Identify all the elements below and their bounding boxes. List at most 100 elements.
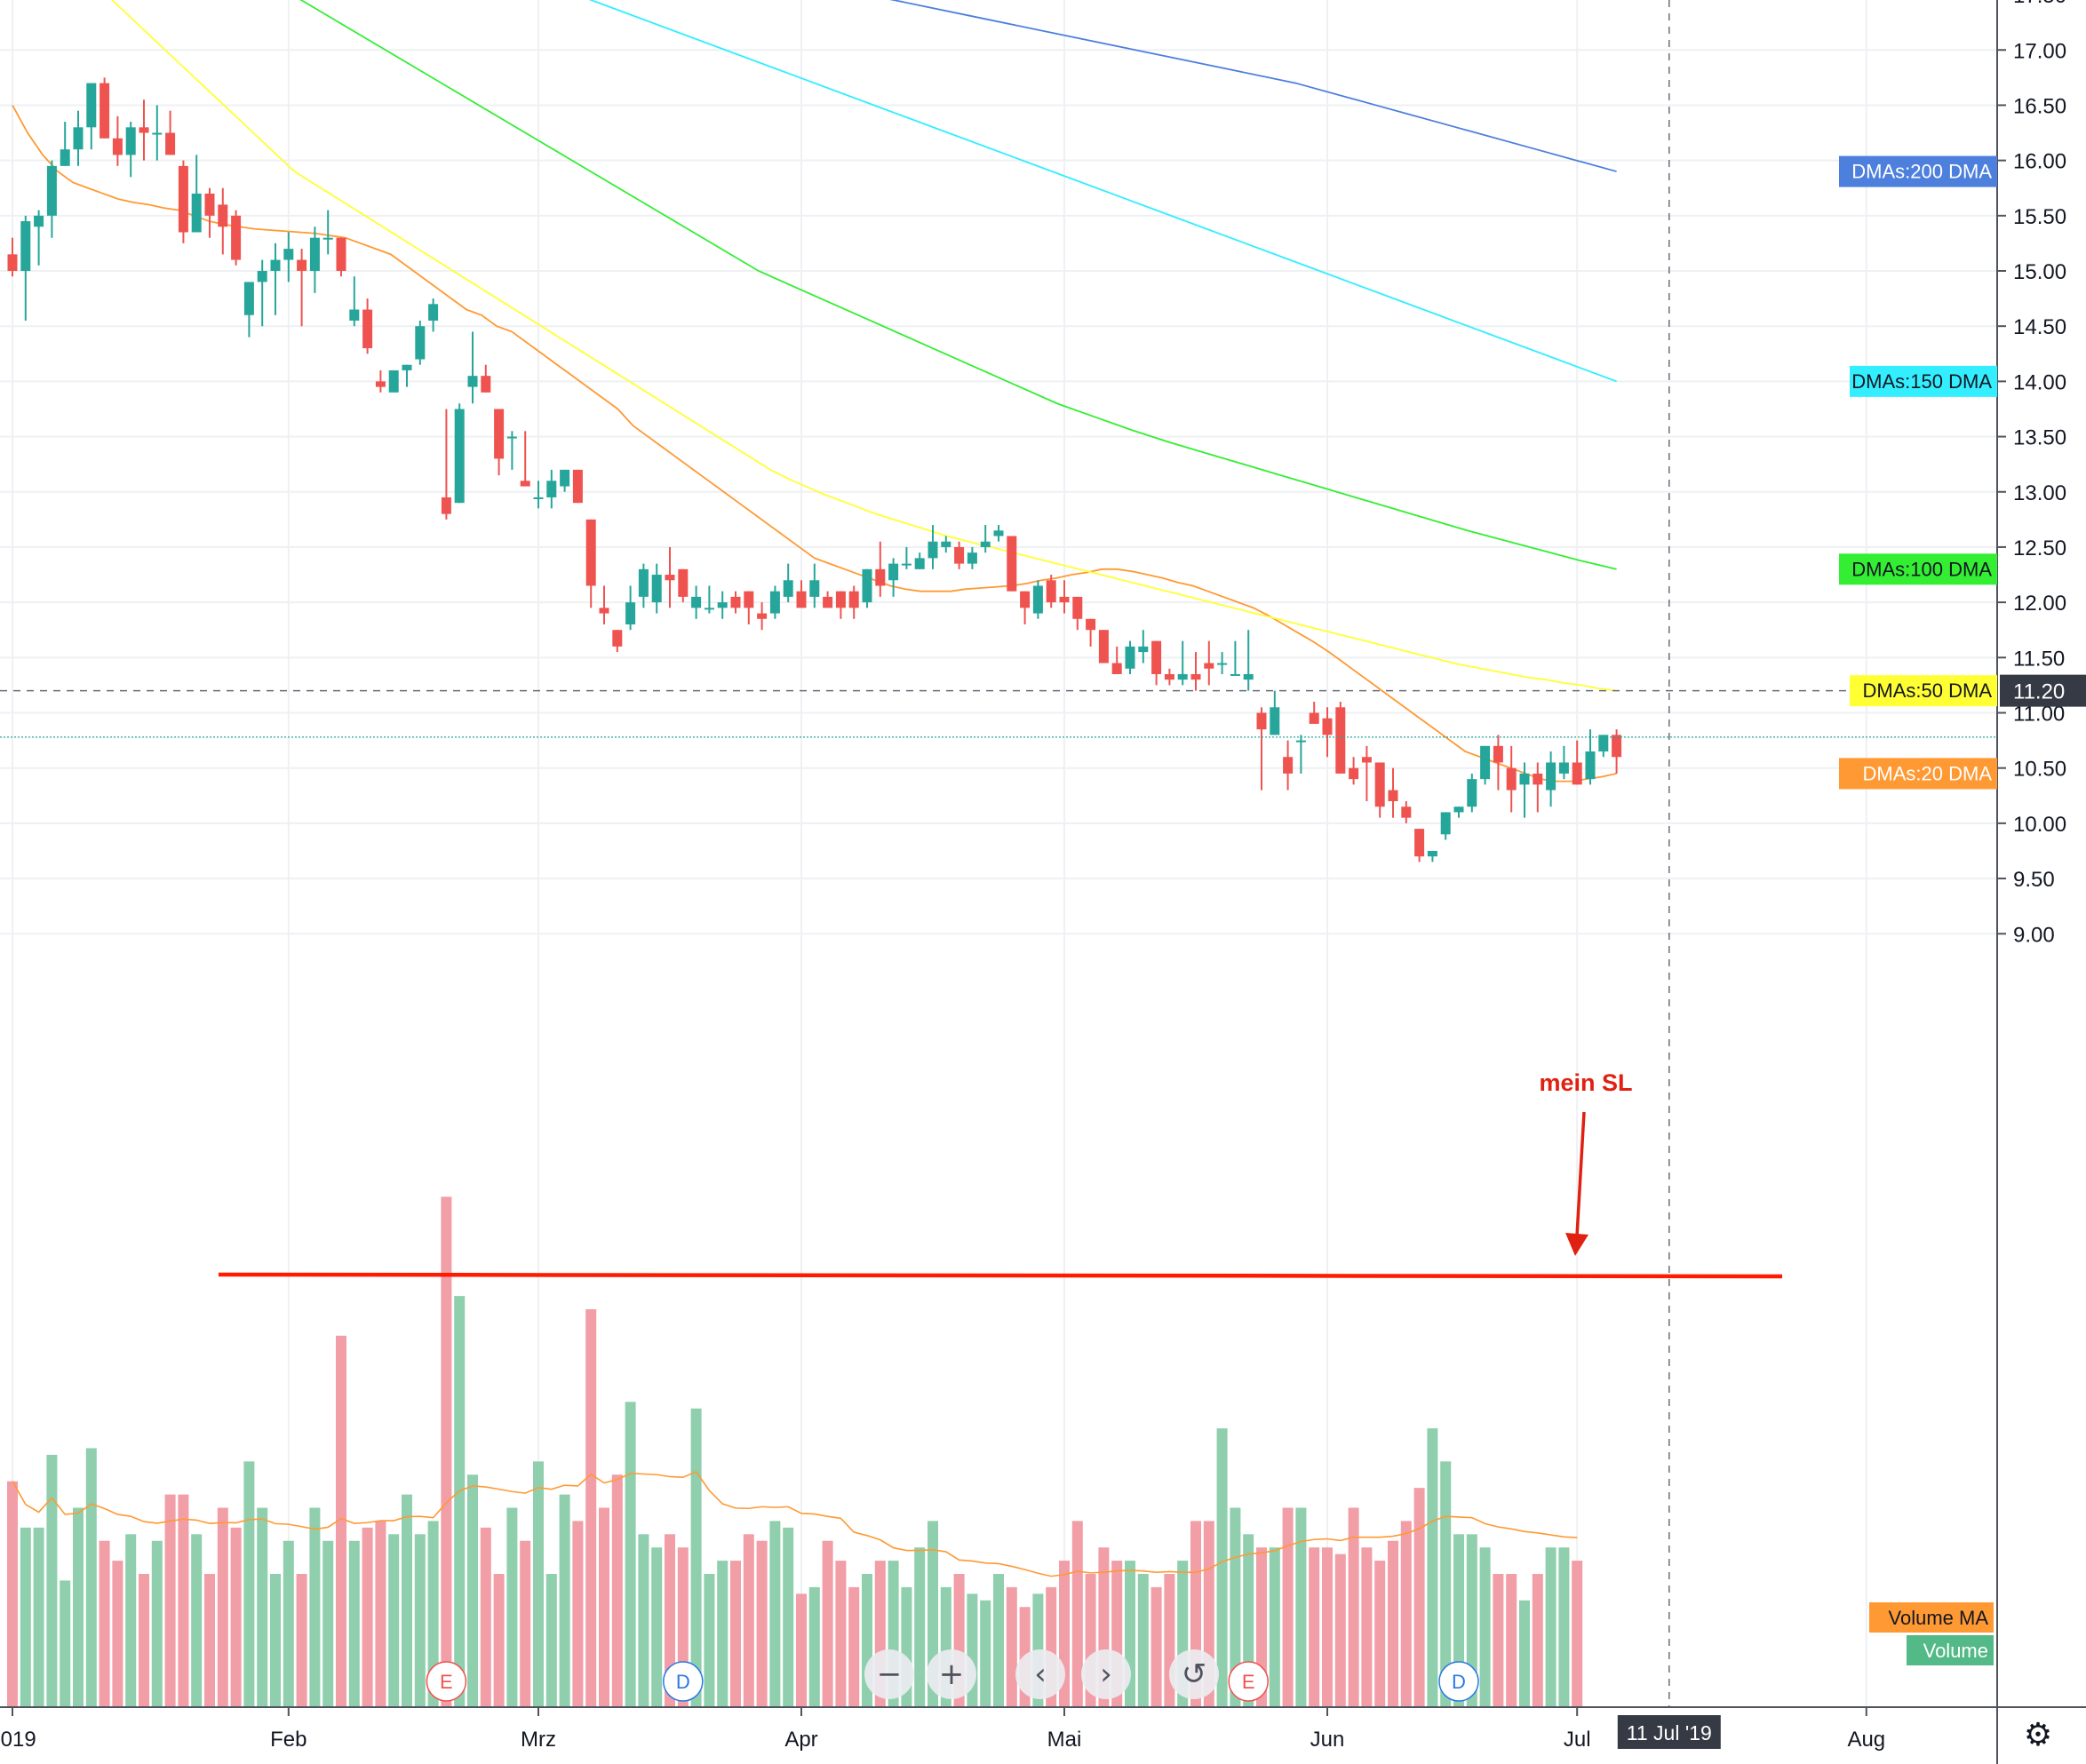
x-tick-label: 2019 [0, 1728, 36, 1752]
candle-body [494, 409, 505, 459]
series-label-box [1850, 675, 1997, 707]
candle [796, 580, 807, 608]
candle-body [1270, 707, 1280, 735]
candle [1020, 591, 1031, 625]
event-marker [663, 1661, 704, 1702]
y-tick-label: 10.00 [2013, 813, 2066, 837]
candle [415, 320, 426, 365]
candle-body [1440, 812, 1451, 835]
candle-body [297, 259, 307, 272]
volume-bars [7, 1196, 1583, 1706]
candle [638, 563, 649, 608]
volume-bar [743, 1534, 754, 1706]
candle-body [1007, 536, 1017, 592]
volume-bar [1519, 1600, 1530, 1706]
grid [0, 0, 1997, 1707]
ma-series [110, 0, 1617, 692]
volume-bar [1413, 1488, 1425, 1706]
candle [1453, 807, 1464, 818]
candle-body [1506, 767, 1517, 791]
x-tick-label: Mrz [521, 1728, 556, 1752]
candle [481, 364, 491, 393]
volume-bar [139, 1574, 149, 1706]
event-marker-label: D [676, 1671, 690, 1693]
candle [1480, 745, 1491, 785]
candle [1558, 745, 1569, 780]
candle-body [823, 596, 833, 608]
candle-body [1335, 707, 1346, 774]
zoom-in-button[interactable]: + [927, 1649, 976, 1699]
gear-icon[interactable]: ⚙ [2023, 1717, 2053, 1753]
series-labels: DMAs:20 DMA DMAs:50 DMA DMAs:100 DMA DMAs:1… [1839, 155, 1997, 1665]
volume-bar [1348, 1507, 1359, 1706]
volume-bar [112, 1561, 123, 1706]
volume-bar [808, 1586, 820, 1706]
volume-bar [704, 1574, 715, 1706]
event-marker-label: D [1452, 1671, 1466, 1693]
candle-body [1283, 757, 1294, 774]
candle-body [638, 568, 649, 597]
event-marker-label: E [440, 1671, 453, 1693]
candle [309, 226, 320, 293]
candle [204, 187, 215, 238]
volume-bar [1309, 1547, 1320, 1706]
crosshair-date-label: 11 Jul '19 [1627, 1721, 1712, 1744]
reset-chart-button[interactable]: ↺ [1169, 1649, 1219, 1699]
candle [599, 585, 609, 625]
y-tick-label: 10.50 [2013, 758, 2066, 782]
candle-body [46, 165, 57, 216]
candle-body [1059, 596, 1070, 603]
candle [875, 541, 886, 597]
candle-body [467, 376, 478, 387]
candle-body [1138, 646, 1149, 653]
candle-body [901, 563, 912, 566]
candle [665, 546, 675, 608]
candle [60, 122, 70, 166]
volume-bar [599, 1507, 609, 1706]
candle [730, 591, 741, 614]
candle-body [914, 558, 925, 569]
candle-body [20, 221, 31, 272]
annotation-text: mein SL [1539, 1069, 1632, 1096]
volume-bar [783, 1527, 794, 1706]
scroll-right-button[interactable]: › [1081, 1649, 1131, 1699]
volume-bar [638, 1534, 649, 1706]
y-tick-label: 16.00 [2013, 150, 2066, 174]
candle [1217, 652, 1228, 674]
candle-body [1098, 630, 1109, 663]
volume-bar [1374, 1561, 1386, 1706]
crosshair-price-label: 11.20 [2013, 680, 2065, 704]
y-tick-label: 14.50 [2013, 315, 2066, 339]
candle [901, 546, 912, 569]
candle [1086, 618, 1096, 647]
candle-body [665, 575, 675, 581]
candle-body [375, 381, 386, 387]
y-tick-label: 9.00 [2013, 923, 2055, 947]
candle [769, 585, 780, 619]
candle [862, 568, 872, 608]
candle [1427, 850, 1437, 862]
candle [139, 99, 149, 161]
candle [651, 563, 662, 614]
scroll-left-button[interactable]: ‹ [1015, 1649, 1065, 1699]
candle [428, 298, 439, 332]
candle-body [783, 580, 793, 597]
series-label: DMAs:20 DMA [1863, 762, 1993, 784]
volume-bar [427, 1521, 439, 1706]
volume-bar [480, 1527, 491, 1706]
candle [533, 481, 544, 509]
candle-body [560, 469, 570, 487]
series-label-box [1839, 155, 1997, 187]
volume-bar [296, 1574, 307, 1706]
candle [848, 585, 859, 619]
zoom-out-button[interactable]: − [864, 1649, 914, 1699]
candle [1125, 640, 1135, 674]
candle-body [1546, 762, 1557, 791]
candle [1533, 762, 1543, 813]
candle [783, 563, 793, 603]
candle [375, 369, 386, 393]
candle [1295, 735, 1306, 774]
candle-body [875, 568, 886, 586]
candle-body [388, 369, 399, 393]
